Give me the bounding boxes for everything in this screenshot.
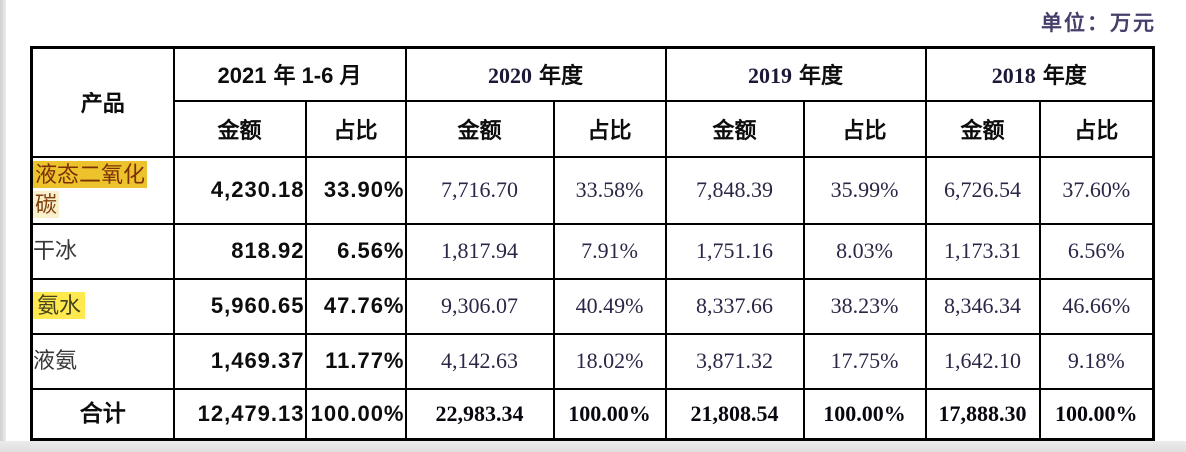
period-header-2020: 2020 年度 [404, 46, 667, 102]
amount-cell: 1,817.94 [404, 222, 555, 280]
ratio-cell: 33.90% [304, 155, 407, 225]
period-suffix: 年度 [538, 63, 583, 89]
ratio-cell: 100.00% [552, 387, 667, 441]
amount-cell: 5,960.65 [172, 277, 307, 335]
table-row: 干冰 818.92 6.56% 1,817.94 7.91% 1,751.16 … [30, 222, 1155, 280]
ratio-header-2019: 占比 [802, 99, 927, 158]
ratio-cell: 11.77% [304, 332, 407, 390]
ratio-header-2020: 占比 [552, 99, 667, 158]
amount-cell: 12,479.13 [172, 387, 307, 441]
amount-cell: 7,716.70 [404, 155, 555, 225]
ratio-cell: 7.91% [552, 222, 667, 280]
ratio-cell: 8.03% [802, 222, 927, 280]
period-header-2021: 2021 年 1-6 月 [172, 46, 407, 102]
table-row: 液氨 1,469.37 11.77% 4,142.63 18.02% 3,871… [30, 332, 1155, 390]
amount-header-2018: 金额 [924, 99, 1041, 158]
table-row: 氨水 5,960.65 47.76% 9,306.07 40.49% 8,337… [30, 277, 1155, 335]
ratio-header-2021: 占比 [304, 99, 407, 158]
ratio-cell: 100.00% [1038, 387, 1155, 441]
page-edge-left [0, 0, 6, 452]
amount-cell: 6,726.54 [924, 155, 1041, 225]
period-header-2019: 2019 年度 [664, 46, 927, 102]
amount-cell: 8,337.66 [664, 277, 805, 335]
period-year: 2020 [487, 63, 532, 89]
amount-cell: 4,230.18 [172, 155, 307, 225]
ratio-cell: 6.56% [1038, 222, 1155, 280]
product-revenue-table: 产品 2021 年 1-6 月 2020 年度 2019 年度 2018 年度 金额 占… [30, 46, 1155, 442]
product-cell: 液态二氧化 碳 [30, 155, 175, 225]
ratio-cell: 17.75% [802, 332, 927, 390]
amount-cell: 22,983.34 [404, 387, 555, 441]
amount-cell: 3,871.32 [664, 332, 805, 390]
table-row: 液态二氧化 碳 4,230.18 33.90% 7,716.70 33.58% … [30, 155, 1155, 225]
amount-cell: 8,346.34 [924, 277, 1041, 335]
amount-cell: 1,469.37 [172, 332, 307, 390]
amount-cell: 1,642.10 [924, 332, 1041, 390]
amount-cell: 21,808.54 [664, 387, 805, 441]
ratio-header-2018: 占比 [1038, 99, 1155, 158]
total-label-cell: 合计 [30, 387, 175, 441]
unit-label: 单位：万元 [1041, 11, 1156, 35]
amount-header-2021: 金额 [172, 99, 307, 158]
ratio-cell: 6.56% [304, 222, 407, 280]
amount-cell: 818.92 [172, 222, 307, 280]
highlighted-text: 碳 [33, 191, 60, 218]
period-suffix: 年度 [798, 63, 843, 89]
amount-cell: 17,888.30 [924, 387, 1041, 441]
ratio-cell: 35.99% [802, 155, 927, 225]
product-cell: 氨水 [30, 277, 175, 335]
ratio-cell: 40.49% [552, 277, 667, 335]
ratio-cell: 18.02% [552, 332, 667, 390]
total-row: 合计 12,479.13 100.00% 22,983.34 100.00% 2… [30, 387, 1155, 441]
product-column-header: 产品 [30, 46, 175, 158]
ratio-cell: 38.23% [802, 277, 927, 335]
amount-cell: 1,751.16 [664, 222, 805, 280]
highlighted-text: 液态二氧化 [33, 161, 148, 189]
ratio-cell: 100.00% [802, 387, 927, 441]
ratio-cell: 46.66% [1038, 277, 1155, 335]
amount-cell: 4,142.63 [404, 332, 555, 390]
period-suffix: 年 1-6 月 [273, 63, 362, 89]
highlighted-text: 氨水 [33, 292, 86, 320]
period-suffix: 年度 [1042, 63, 1087, 89]
page-edge-bottom [0, 441, 1186, 452]
amount-cell: 9,306.07 [404, 277, 555, 335]
amount-header-2020: 金额 [404, 99, 555, 158]
amount-header-2019: 金额 [664, 99, 805, 158]
period-year: 2021 [217, 63, 267, 89]
ratio-cell: 9.18% [1038, 332, 1155, 390]
product-cell: 液氨 [30, 332, 175, 390]
amount-cell: 7,848.39 [664, 155, 805, 225]
product-cell: 干冰 [30, 222, 175, 280]
ratio-cell: 33.58% [552, 155, 667, 225]
ratio-cell: 47.76% [304, 277, 407, 335]
amount-cell: 1,173.31 [924, 222, 1041, 280]
ratio-cell: 37.60% [1038, 155, 1155, 225]
ratio-cell: 100.00% [304, 387, 407, 441]
period-header-2018: 2018 年度 [924, 46, 1155, 102]
period-year: 2018 [991, 63, 1036, 89]
period-year: 2019 [747, 63, 792, 89]
